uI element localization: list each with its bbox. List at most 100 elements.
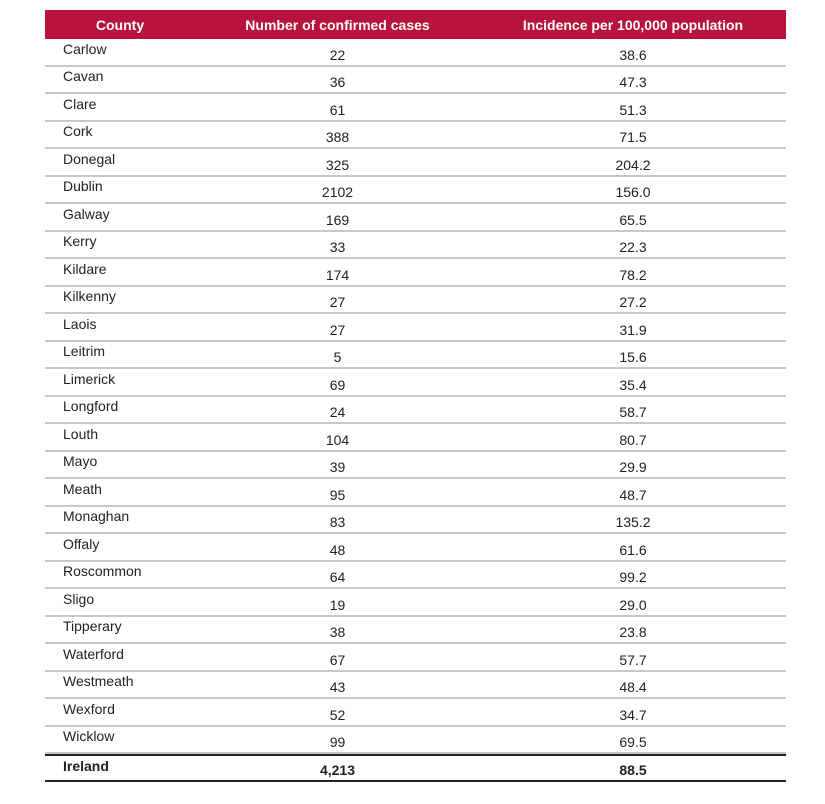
incidence-cell: 48.4 (619, 679, 647, 696)
table-row: Meath 95 48.7 (45, 479, 786, 507)
county-cell: Cork (63, 123, 93, 140)
cases-cell: 388 (325, 129, 350, 146)
incidence-cell: 23.8 (619, 624, 647, 641)
county-cell: Galway (63, 205, 110, 222)
table-row: Limerick 69 35.4 (45, 369, 786, 397)
cases-cell: 24 (329, 404, 346, 421)
cases-cell: 36 (329, 74, 346, 91)
table-body: Carlow 22 38.6 Cavan 36 47.3 Clare 61 51.3 Cork 38… (45, 39, 786, 754)
county-cell: Kilkenny (63, 288, 116, 305)
table-row: Roscommon 64 99.2 (45, 562, 786, 589)
table-row: Wexford 52 34.7 (45, 699, 786, 727)
county-cell: Waterford (63, 645, 124, 662)
county-cell: Louth (63, 425, 99, 442)
incidence-cell: 99.2 (619, 569, 647, 586)
cases-cell: 2102 (321, 184, 354, 201)
incidence-cell: 34.7 (619, 706, 647, 723)
county-cell: Wexford (63, 700, 115, 717)
cases-cell: 174 (325, 266, 350, 283)
county-cell: Wicklow (63, 728, 115, 745)
table-row: Westmeath 43 48.4 (45, 672, 786, 699)
incidence-cell: 61.6 (619, 541, 647, 558)
cases-cell: 99 (329, 734, 346, 751)
cases-cell: 61 (329, 101, 346, 118)
incidence-cell: 29.9 (619, 459, 647, 476)
header-incidence: Incidence per 100,000 population (522, 16, 744, 33)
header-county: County (95, 16, 145, 33)
header-cases: Number of confirmed cases (245, 16, 430, 33)
incidence-cell: 15.6 (619, 349, 647, 366)
county-cell: Cavan (63, 68, 104, 85)
table-total-row: Ireland 4,213 88.5 (45, 754, 786, 782)
table-row: Carlow 22 38.6 (45, 39, 786, 67)
county-cell: Kildare (63, 260, 107, 277)
table-row: Laois 27 31.9 (45, 314, 786, 342)
incidence-cell: 78.2 (619, 266, 647, 283)
table-row: Mayo 39 29.9 (45, 452, 786, 479)
cases-table: County Number of confirmed cases Inciden… (45, 10, 786, 782)
cases-cell: 169 (325, 211, 350, 228)
table-row: Offaly 48 61.6 (45, 534, 786, 562)
county-cell: Offaly (63, 535, 100, 552)
incidence-cell: 48.7 (619, 486, 647, 503)
cases-cell: 27 (329, 321, 346, 338)
table-row: Dublin 2102 156.0 (45, 177, 786, 204)
county-cell: Clare (63, 95, 97, 112)
cases-cell: 22 (329, 46, 346, 63)
incidence-cell: 35.4 (619, 376, 647, 393)
cases-cell: 67 (329, 651, 346, 668)
incidence-cell: 51.3 (619, 101, 647, 118)
incidence-cell: 38.6 (619, 46, 647, 63)
table-row: Cavan 36 47.3 (45, 67, 786, 94)
incidence-cell: 80.7 (619, 431, 647, 448)
table-row: Waterford 67 57.7 (45, 644, 786, 672)
table-row: Tipperary 38 23.8 (45, 617, 786, 644)
table-row: Longford 24 58.7 (45, 397, 786, 424)
cases-cell: 39 (329, 459, 346, 476)
incidence-cell: 69.5 (619, 734, 647, 751)
incidence-cell: 47.3 (619, 74, 647, 91)
cases-cell: 52 (329, 706, 346, 723)
table-row: Monaghan 83 135.2 (45, 507, 786, 534)
county-cell: Longford (63, 398, 119, 415)
table-row: Kildare 174 78.2 (45, 259, 786, 287)
table-header: County Number of confirmed cases Inciden… (45, 10, 786, 39)
table-row: Donegal 325 204.2 (45, 149, 786, 177)
incidence-cell: 57.7 (619, 651, 647, 668)
total-county: Ireland (63, 758, 109, 774)
incidence-cell: 71.5 (619, 129, 647, 146)
county-cell: Monaghan (63, 508, 130, 525)
county-cell: Tipperary (63, 618, 122, 635)
incidence-cell: 27.2 (619, 294, 647, 311)
county-cell: Donegal (63, 150, 116, 167)
cases-cell: 27 (329, 294, 346, 311)
county-cell: Leitrim (63, 343, 106, 360)
cases-cell: 33 (329, 239, 346, 256)
table-row: Clare 61 51.3 (45, 94, 786, 122)
cases-cell: 5 (333, 349, 342, 366)
incidence-cell: 58.7 (619, 404, 647, 421)
table-row: Wicklow 99 69.5 (45, 727, 786, 754)
county-cell: Laois (63, 315, 97, 332)
county-cell: Limerick (63, 370, 116, 387)
table-row: Leitrim 5 15.6 (45, 342, 786, 369)
county-cell: Roscommon (63, 563, 142, 580)
cases-cell: 43 (329, 679, 346, 696)
cases-cell: 69 (329, 376, 346, 393)
county-cell: Kerry (63, 233, 97, 250)
table-row: Galway 169 65.5 (45, 204, 786, 232)
cases-cell: 104 (325, 431, 350, 448)
table-row: Kerry 33 22.3 (45, 232, 786, 259)
incidence-cell: 135.2 (615, 514, 651, 531)
county-cell: Meath (63, 480, 102, 497)
cases-cell: 64 (329, 569, 346, 586)
incidence-cell: 204.2 (615, 156, 651, 173)
table-row: Sligo 19 29.0 (45, 589, 786, 617)
county-cell: Carlow (63, 40, 107, 57)
table-row: Cork 388 71.5 (45, 122, 786, 149)
incidence-cell: 22.3 (619, 239, 647, 256)
incidence-cell: 156.0 (615, 184, 651, 201)
cases-cell: 38 (329, 624, 346, 641)
incidence-cell: 65.5 (619, 211, 647, 228)
cases-cell: 83 (329, 514, 346, 531)
